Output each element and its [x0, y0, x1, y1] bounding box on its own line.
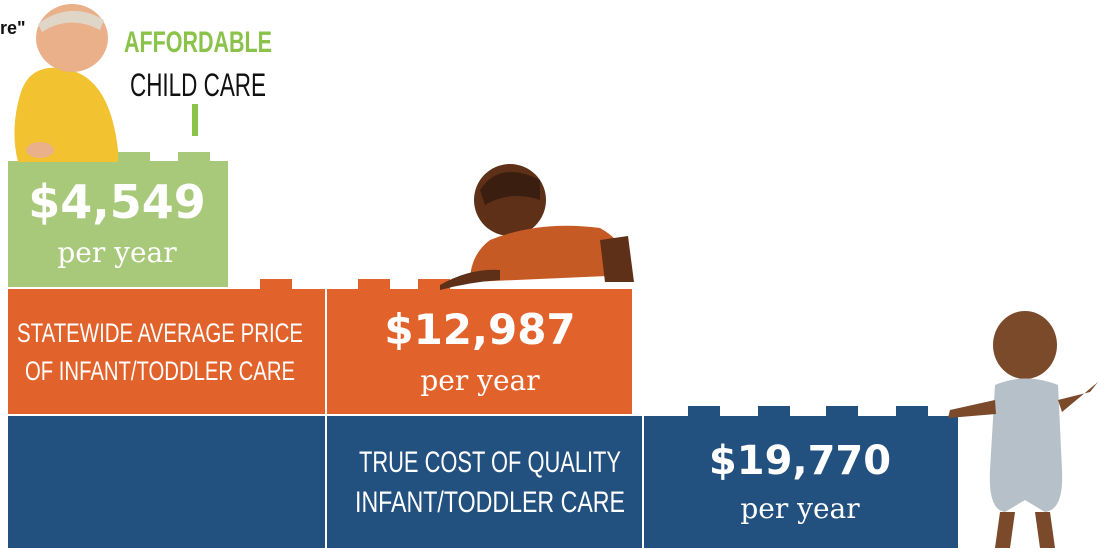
quote-fragment: re" — [0, 18, 26, 38]
baby-sitting — [14, 4, 118, 162]
affordable-subtitle: CHILD CARE — [130, 67, 266, 103]
true-cost-amount: $19,770 — [709, 438, 891, 484]
connector — [192, 104, 198, 136]
infographic: re" AFFORDABLE CHILD CARE $4,549 per yea… — [0, 0, 1108, 552]
true-cost-line1: TRUE COST OF QUALITY — [359, 446, 621, 479]
baby-standing — [948, 311, 1098, 548]
statewide-line1: STATEWIDE AVERAGE PRICE — [17, 318, 303, 348]
affordable-unit: per year — [57, 236, 177, 269]
statewide-amount: $12,987 — [384, 305, 575, 354]
true-cost-unit: per year — [740, 492, 860, 525]
statewide-line2: OF INFANT/TODDLER CARE — [25, 356, 295, 386]
affordable-title: AFFORDABLE — [124, 26, 272, 59]
page: re" AFFORDABLE CHILD CARE $4,549 per yea… — [0, 0, 1108, 552]
baby-lying — [440, 164, 634, 290]
statewide-unit: per year — [420, 364, 540, 397]
affordable-amount: $4,549 — [28, 175, 206, 229]
true-cost-line2: INFANT/TODDLER CARE — [355, 486, 625, 519]
